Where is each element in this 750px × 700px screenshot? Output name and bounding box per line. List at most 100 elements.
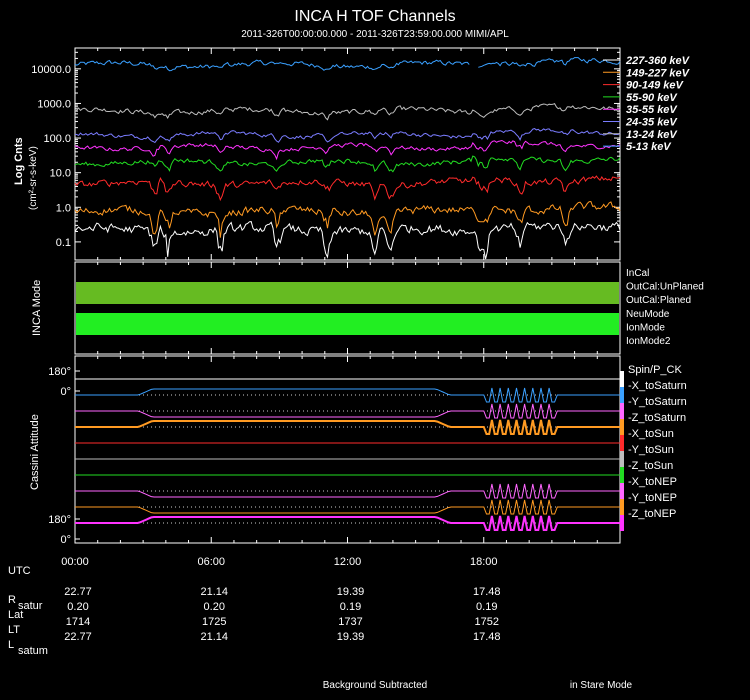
tof-legend-item: 149-227 keV <box>626 67 691 79</box>
ephemeris-row-label: L <box>8 639 14 651</box>
attitude-series-line <box>75 403 620 419</box>
mode-legend-item: IonMode2 <box>626 336 671 347</box>
attitude-series-line <box>75 387 620 403</box>
attitude-series-line <box>75 499 620 515</box>
ephemeris-value: 1714 <box>66 616 90 628</box>
tof-series-line <box>74 139 621 161</box>
mode-legend-item: NeuMode <box>626 309 670 320</box>
attitude-y-ticks: 180° 0° 180° 0° <box>48 366 80 546</box>
tof-legend-item: 5-13 keV <box>626 141 672 153</box>
time-tick-label: 00:00 <box>61 556 89 568</box>
tof-legend-item: 90-149 keV <box>626 80 685 92</box>
ephemeris-value: 0.19 <box>340 601 361 613</box>
mode-legend-item: OutCal:UnPlaned <box>626 282 704 293</box>
time-tick-label: 06:00 <box>197 556 225 568</box>
attitude-legend-item: -Y_toNEP <box>628 492 677 504</box>
attitude-legend: Spin/P_CK -X_toSaturn -Y_toSaturn -Z_toSatu… <box>628 364 687 520</box>
ephemeris-value: 19.39 <box>337 631 365 643</box>
tof-y-label-group: Log Cnts <box>13 137 25 185</box>
attitude-y-label-group: Cassini Attitude <box>29 414 41 490</box>
attitude-color-strip <box>620 515 624 531</box>
mode-bands <box>76 282 619 335</box>
attitude-legend-item: -X_toSun <box>628 428 674 440</box>
ephemeris-value: 22.77 <box>64 631 92 643</box>
ephemeris-row-label: LT <box>8 624 20 636</box>
tof-y-tick-label: 10000.0 <box>31 64 71 76</box>
chart-subtitle: 2011-326T00:00:00.000 - 2011-326T23:59:0… <box>241 29 509 40</box>
attitude-y-tick-label: 0° <box>60 534 71 546</box>
ephemeris-value: 21.14 <box>200 586 228 598</box>
ephemeris-row-sublabel: satum <box>18 645 48 657</box>
ephemeris-value: 0.19 <box>476 601 497 613</box>
tof-legend-item: 227-360 keV <box>625 55 691 67</box>
tof-series-line <box>74 128 621 144</box>
ephemeris-value: 1752 <box>475 616 499 628</box>
time-tick-label: 12:00 <box>334 556 362 568</box>
attitude-color-strip <box>620 403 624 419</box>
attitude-series-line <box>75 419 620 435</box>
tof-y-tick-label: 1.0 <box>56 202 71 214</box>
attitude-color-strip <box>620 467 624 483</box>
tof-y-tick-label: 10.0 <box>50 168 71 180</box>
tof-series-line <box>74 221 621 260</box>
mode-panel-frame <box>74 261 621 355</box>
mode-legend-item: OutCal:Planed <box>626 295 691 306</box>
footer-stare-mode: in Stare Mode <box>570 680 633 691</box>
mode-y-label-group: INCA Mode <box>31 280 43 336</box>
attitude-color-strip <box>620 371 624 387</box>
ephemeris-row-sublabel: satur <box>18 600 43 612</box>
attitude-legend-item: -X_toSaturn <box>628 380 687 392</box>
tof-y-tick-label: 1000.0 <box>37 98 71 110</box>
ephemeris-value: 0.20 <box>204 601 225 613</box>
ionmode-band <box>76 313 619 335</box>
incal-band <box>76 282 619 304</box>
tof-legend-item: 55-90 keV <box>626 92 678 104</box>
mode-legend: InCal OutCal:UnPlaned OutCal:Planed NeuMode… <box>626 268 704 347</box>
attitude-series-lines <box>75 371 624 531</box>
ephemeris-value: 17.48 <box>473 586 501 598</box>
tof-y-units: (cm²-sr-s-keV) <box>28 146 39 210</box>
attitude-legend-item: Spin/P_CK <box>628 364 682 376</box>
tof-series-line <box>74 102 621 121</box>
tof-legend-item: 13-24 keV <box>626 129 678 141</box>
tof-series-line <box>74 57 621 72</box>
tof-y-label: Log Cnts <box>13 137 25 185</box>
attitude-legend-item: -Z_toNEP <box>628 508 676 520</box>
attitude-legend-item: -Y_toSun <box>628 444 674 456</box>
tof-y-tick-label: 0.1 <box>56 237 71 249</box>
time-tick-label: 18:00 <box>470 556 498 568</box>
mode-legend-item: IonMode <box>626 322 665 333</box>
mode-legend-item: InCal <box>626 268 649 279</box>
attitude-series-line <box>75 483 620 499</box>
tof-series-lines <box>74 57 621 260</box>
attitude-y-tick-label: 180° <box>48 366 71 378</box>
tof-legend-item: 24-35 keV <box>625 117 678 129</box>
ephemeris-value: 1725 <box>202 616 226 628</box>
tof-y-tick-label: 100.0 <box>43 133 71 145</box>
attitude-legend-item: -X_toNEP <box>628 476 677 488</box>
attitude-legend-item: -Y_toSaturn <box>628 396 687 408</box>
time-tick-labels: 00:00 06:00 12:00 18:00 <box>61 556 497 568</box>
attitude-color-strip <box>620 483 624 499</box>
mode-y-label: INCA Mode <box>31 280 43 336</box>
attitude-color-strip <box>620 387 624 403</box>
attitude-legend-item: -Z_toSaturn <box>628 412 686 424</box>
attitude-y-tick-label: 180° <box>48 514 71 526</box>
attitude-y-tick-label: 0° <box>60 386 71 398</box>
chart-title: INCA H TOF Channels <box>294 8 455 25</box>
ephemeris-row-label: R <box>8 594 16 606</box>
ephemeris-value: 0.20 <box>67 601 88 613</box>
ephemeris-value: 22.77 <box>64 586 92 598</box>
ephemeris-value: 1737 <box>338 616 362 628</box>
attitude-series-line <box>75 515 620 531</box>
utc-label: UTC <box>8 565 31 577</box>
tof-series-line <box>74 155 621 173</box>
ephemeris-value: 17.48 <box>473 631 501 643</box>
tof-legend-item: 35-55 keV <box>626 104 678 116</box>
tof-series-line <box>74 175 621 202</box>
attitude-color-strip <box>620 435 624 451</box>
ephemeris-value: 21.14 <box>200 631 228 643</box>
